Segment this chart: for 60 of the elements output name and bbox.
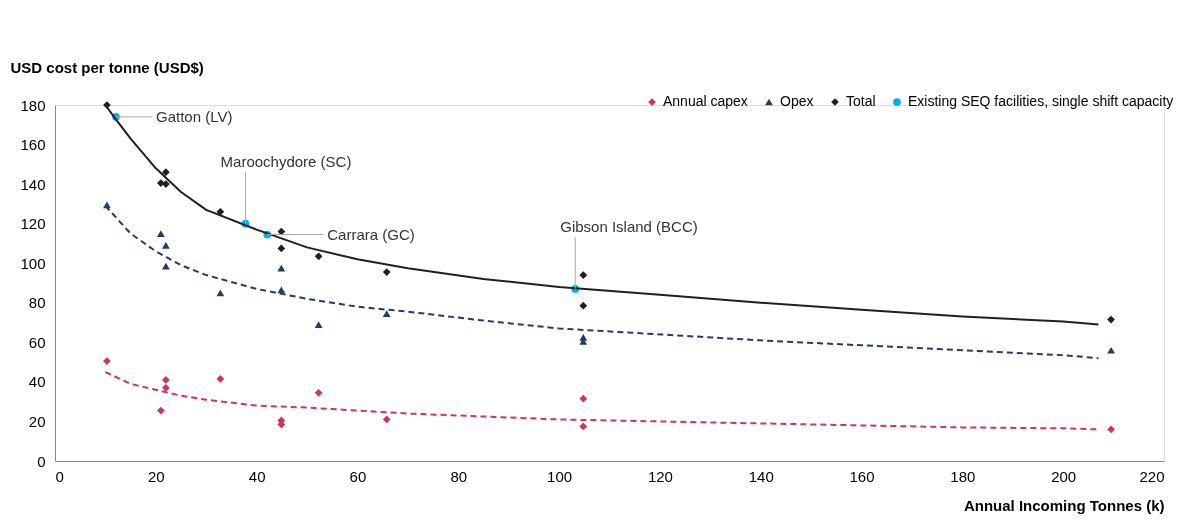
y-tick-label: 0 <box>37 452 46 470</box>
x-axis-title: Annual Incoming Tonnes (k) <box>963 496 1165 514</box>
y-tick-label: 120 <box>20 215 46 233</box>
x-tick-label: 80 <box>450 467 468 485</box>
point <box>162 180 170 188</box>
point <box>382 415 391 424</box>
x-tick-label: 220 <box>1139 467 1165 485</box>
x-tick-label: 60 <box>349 467 367 485</box>
point <box>579 271 588 279</box>
point <box>382 310 391 318</box>
point <box>1107 425 1115 434</box>
x-tick-label: 0 <box>55 467 64 485</box>
x-tick-label: 200 <box>1051 467 1077 485</box>
annotation: Carrara (GC) <box>327 225 415 243</box>
y-tick-label: 80 <box>28 294 46 312</box>
x-tick-label: 140 <box>748 467 774 485</box>
y-tick-label: 160 <box>20 136 46 154</box>
y-tick-label: 60 <box>28 333 46 351</box>
annotation: Gatton (LV) <box>155 107 233 125</box>
y-tick-label: 140 <box>20 175 46 193</box>
point <box>162 168 170 177</box>
annotation: Gibson Island (BCC) <box>560 217 698 235</box>
point <box>156 230 165 237</box>
legend-label: Existing SEQ facilities, single shift capacity <box>908 93 1174 109</box>
x-tick-label: 20 <box>147 467 165 485</box>
y-tick-label: 20 <box>28 412 46 430</box>
x-tick-label: 180 <box>950 467 976 485</box>
point <box>277 286 286 294</box>
point <box>103 357 111 365</box>
legend-label: Annual capex <box>663 93 748 109</box>
y-tick-label: 40 <box>28 373 46 391</box>
x-tick-label: 120 <box>647 467 673 485</box>
point <box>579 394 588 403</box>
x-tick-label: 160 <box>849 467 875 485</box>
legend-label: Opex <box>780 93 814 109</box>
y-tick-label: 100 <box>20 254 46 272</box>
point <box>314 252 323 261</box>
point <box>162 376 170 384</box>
point <box>216 289 225 297</box>
point <box>162 242 170 249</box>
point <box>314 388 323 397</box>
point <box>156 406 165 415</box>
point <box>277 264 286 272</box>
legend-label: Total <box>846 93 876 109</box>
point <box>579 301 588 310</box>
y-tick-label: 180 <box>20 96 46 114</box>
point <box>579 422 588 431</box>
x-tick-label: 100 <box>547 467 573 485</box>
point <box>1107 346 1115 354</box>
y-axis-title: USD cost per tonne (USD$) <box>10 58 204 76</box>
point <box>277 244 286 253</box>
annotation: Maroochydore (SC) <box>220 152 352 170</box>
point <box>216 207 225 216</box>
point <box>1107 315 1115 324</box>
point <box>382 268 391 276</box>
point <box>314 321 323 328</box>
point <box>162 262 170 270</box>
point <box>162 383 170 392</box>
point <box>216 375 225 383</box>
x-tick-label: 40 <box>248 467 266 485</box>
